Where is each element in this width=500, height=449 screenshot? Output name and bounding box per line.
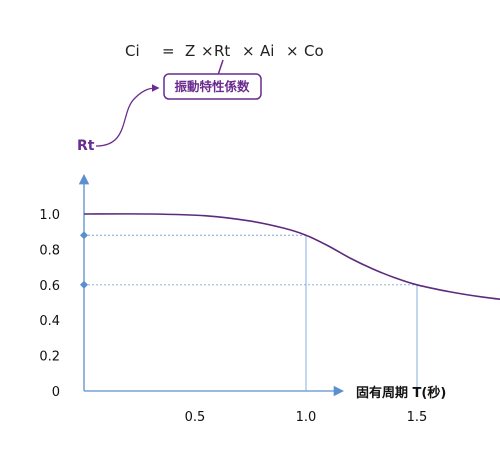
formula-equals: = <box>162 42 175 60</box>
x-axis-label: 固有周期 T(秒) <box>356 385 446 401</box>
curve-layer <box>84 214 500 313</box>
callout-pointer <box>218 60 223 75</box>
y-tick-labels: 0 0.2 0.4 0.6 0.8 1.0 <box>39 208 60 400</box>
callout-curved-arrow <box>96 88 158 146</box>
formula-times-1: × <box>201 42 214 60</box>
y-axis-diamond-marker <box>80 281 88 289</box>
y-axis-diamond-marker <box>80 231 88 239</box>
y-tick-label: 0 <box>52 385 60 400</box>
rt-side-label: Rt <box>77 138 95 154</box>
formula-times-2: × <box>242 42 255 60</box>
x-tick-label: 1.0 <box>296 410 317 425</box>
x-tick-label: 1.5 <box>407 410 428 425</box>
formula-co: Co <box>304 42 324 60</box>
formula: Ci = Z × Rt × Ai × Co <box>125 42 324 60</box>
x-tick-label: 0.5 <box>185 410 206 425</box>
y-tick-label: 0.8 <box>39 243 60 258</box>
x-tick-labels: 0.51.01.52.0 <box>185 410 500 425</box>
y-tick-label: 0.4 <box>39 314 60 329</box>
callout-box-label: 振動特性係数 <box>174 79 250 94</box>
formula-times-3: × <box>286 42 299 60</box>
y-tick-label: 0.6 <box>39 279 60 294</box>
guide-lines <box>84 235 417 391</box>
formula-ci: Ci <box>125 42 140 60</box>
formula-ai: Ai <box>260 42 274 60</box>
y-tick-label: 1.0 <box>39 208 60 223</box>
y-tick-label: 0.2 <box>39 350 60 365</box>
formula-z: Z <box>185 42 195 60</box>
rt-curve <box>84 214 500 313</box>
formula-rt: Rt <box>214 42 230 60</box>
